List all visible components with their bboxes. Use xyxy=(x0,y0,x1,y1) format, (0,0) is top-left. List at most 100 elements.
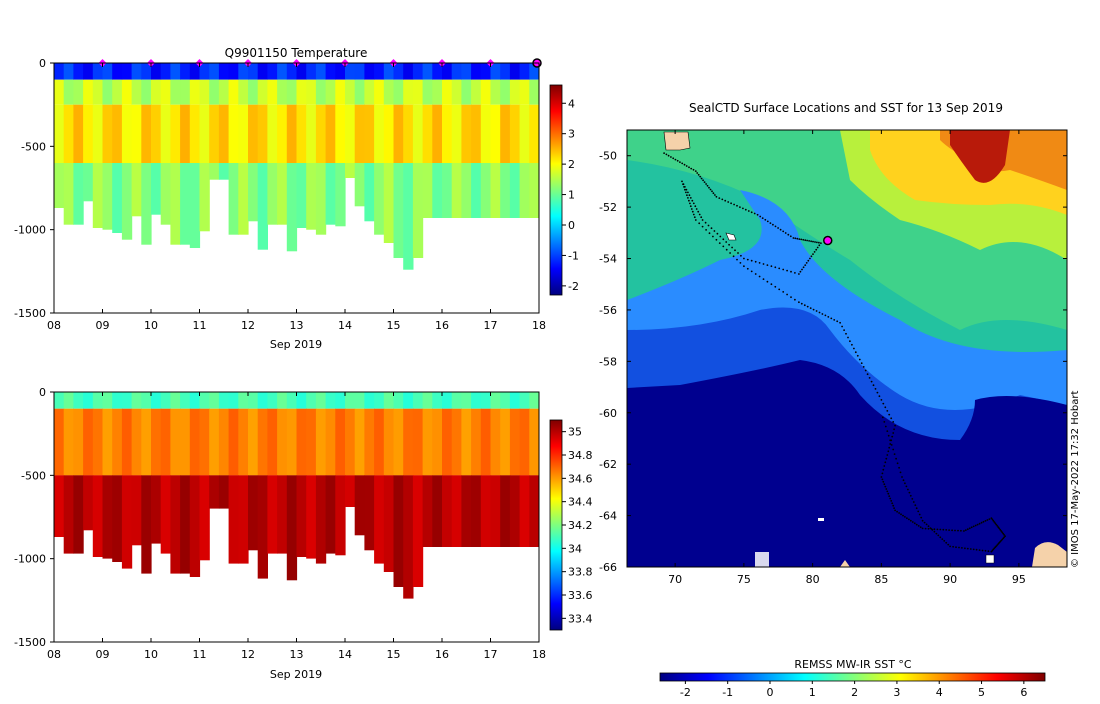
track-point xyxy=(908,491,911,494)
track-point xyxy=(688,166,690,169)
track-point xyxy=(947,543,950,546)
profile-cell xyxy=(257,163,268,250)
profile-cell xyxy=(286,104,298,163)
profile-cell xyxy=(412,408,424,476)
track-point xyxy=(892,504,895,507)
track-point xyxy=(970,526,973,529)
track-point xyxy=(704,221,707,224)
profile-cell xyxy=(92,163,104,228)
profile-cell xyxy=(432,104,443,163)
profile-cell xyxy=(296,79,307,105)
track-point xyxy=(925,523,928,526)
track-point xyxy=(966,528,969,531)
profile-cell xyxy=(345,475,356,507)
track-point xyxy=(939,528,942,531)
profile-cell xyxy=(131,63,142,80)
track-point xyxy=(701,225,704,228)
track-point xyxy=(746,267,749,270)
track-point xyxy=(679,161,681,164)
track-point xyxy=(845,332,847,335)
profile-cell xyxy=(306,392,317,409)
track-point xyxy=(818,241,820,244)
track-point xyxy=(731,246,733,249)
track-point xyxy=(732,255,735,258)
profile-cell xyxy=(315,104,327,163)
track-point xyxy=(898,512,900,514)
profile-cell xyxy=(54,475,65,537)
profile-cell xyxy=(461,408,472,476)
profile-cell xyxy=(257,392,268,409)
profile-cell xyxy=(315,475,327,564)
track-point xyxy=(856,354,859,357)
x-tick-label: 16 xyxy=(435,319,449,332)
profile-cell xyxy=(471,104,482,163)
profile-cell xyxy=(248,392,259,409)
profile-cell xyxy=(519,63,530,80)
profile-cell xyxy=(325,408,336,476)
sst-map-panel: SealCTD Surface Locations and SST for 13… xyxy=(599,101,1068,699)
track-point xyxy=(963,530,965,532)
track-point xyxy=(687,197,689,199)
profile-cell xyxy=(471,63,482,80)
track-point xyxy=(698,213,701,216)
track-point xyxy=(882,402,885,405)
profile-cell xyxy=(509,104,521,163)
track-point xyxy=(772,223,774,226)
track-point xyxy=(692,213,695,216)
track-point xyxy=(982,520,985,523)
profile-cell xyxy=(529,408,539,476)
profile-cell xyxy=(364,63,375,80)
track-point xyxy=(885,488,888,490)
profile-cell xyxy=(286,79,298,105)
profile-cell xyxy=(277,104,288,163)
profile-cell xyxy=(277,63,288,80)
y-tick-label: -1000 xyxy=(14,553,46,566)
profile-cell xyxy=(112,392,123,409)
profile-cell xyxy=(121,79,133,105)
profile-cell xyxy=(92,104,104,163)
track-point xyxy=(687,191,689,194)
lat-tick-label: -52 xyxy=(599,201,617,214)
track-point xyxy=(689,202,691,205)
profile-cell xyxy=(257,408,268,476)
track-point xyxy=(700,216,703,219)
profile-cell xyxy=(131,392,142,409)
profile-cell xyxy=(325,63,336,80)
track-point xyxy=(892,448,895,451)
track-point xyxy=(774,285,777,288)
profile-cell xyxy=(335,408,346,476)
profile-cell xyxy=(228,63,239,80)
profile-cell xyxy=(121,163,133,240)
track-point xyxy=(689,205,692,208)
seal-track xyxy=(663,152,1006,553)
x-tick-label: 12 xyxy=(241,648,255,661)
profile-cell xyxy=(83,104,94,163)
profile-cell xyxy=(238,63,249,80)
profile-cell xyxy=(480,63,492,80)
colorbar-tick-label: 34.8 xyxy=(568,449,593,462)
profile-cell xyxy=(209,104,220,163)
profile-cell xyxy=(121,408,133,476)
profile-cell xyxy=(490,408,501,476)
track-point xyxy=(798,273,800,275)
track-point xyxy=(694,170,697,173)
track-point xyxy=(737,252,739,254)
track-point xyxy=(908,518,910,521)
profile-cell xyxy=(248,408,259,476)
track-point xyxy=(894,509,896,512)
track-point xyxy=(880,399,883,401)
profile-cell xyxy=(218,392,230,409)
lon-tick-label: 85 xyxy=(874,573,888,586)
track-point xyxy=(888,495,891,497)
sst-field xyxy=(627,130,1067,567)
x-tick-label: 10 xyxy=(144,648,158,661)
salinity-x-axis: 08 09 10 11 12 13 14 15 16 17 18 xyxy=(47,392,546,661)
profile-cell xyxy=(364,79,375,105)
colorbar-tick-label: 34.4 xyxy=(568,496,593,509)
profile-cell xyxy=(393,63,404,80)
profile-cell xyxy=(228,475,239,564)
profile-cell xyxy=(267,63,278,80)
track-point xyxy=(778,288,781,291)
profile-cell xyxy=(102,408,113,476)
lat-tick-label: -58 xyxy=(599,355,617,368)
